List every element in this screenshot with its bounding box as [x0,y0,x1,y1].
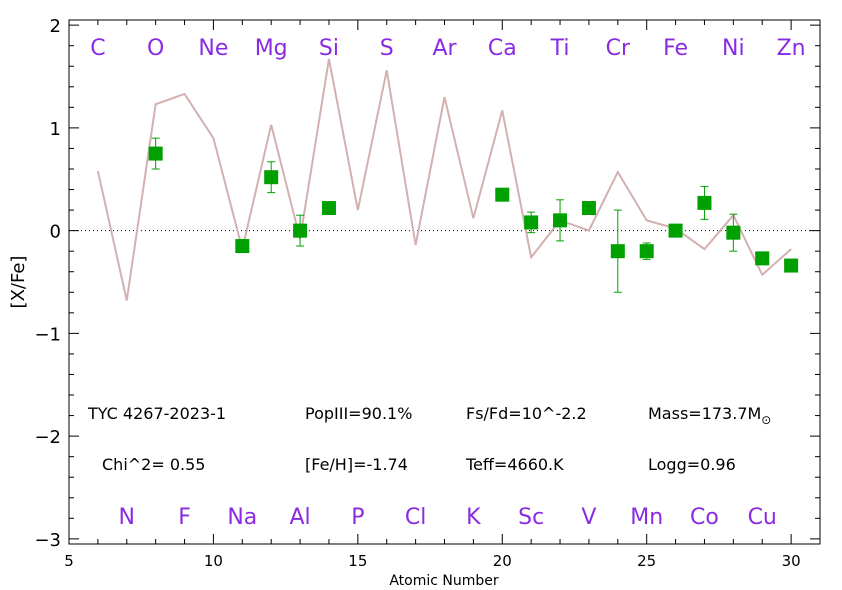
element-label-top: Ti [550,36,570,61]
element-label-top: O [147,36,164,61]
x-tick-label: 10 [204,552,223,570]
element-label-top: Zn [777,36,806,61]
x-tick-label: 5 [64,552,74,570]
fs-fd-ratio: Fs/Fd=10^-2.2 [466,404,587,423]
data-point [610,244,625,259]
element-label-bottom: N [119,505,135,530]
popIII-fraction: PopIII=90.1% [305,404,412,423]
x-axis-label: Atomic Number [389,573,499,589]
mass-text: Mass=173.7M [648,404,761,423]
data-point [235,239,250,254]
x-tick-label: 25 [637,552,656,570]
element-label-bottom: P [351,505,364,530]
element-label-top: Ni [722,36,745,61]
data-point [755,251,770,266]
logg-value: Logg=0.96 [648,455,736,474]
element-label-top: S [380,36,394,61]
feh-value: [Fe/H]=-1.74 [305,455,408,474]
x-tick-label: 20 [493,552,512,570]
y-tick-label: −3 [34,530,61,551]
model-line [96,58,792,301]
element-label-top: Ca [488,36,517,61]
data-point [264,170,279,185]
element-label-top: Si [319,36,339,61]
element-label-bottom: K [466,505,481,530]
element-label-bottom: Na [227,505,257,530]
y-axis-label: [X/Fe] [8,256,29,309]
data-point [668,223,683,238]
y-tick-label: 1 [50,119,61,140]
teff-value: Teff=4660.K [465,455,564,474]
data-point [639,244,654,259]
bottom-element-labels: N F Na Al P Cl K Sc V Mn Co Cu [119,505,777,530]
data-point [495,187,510,202]
element-label-bottom: Co [690,505,719,530]
data-point [553,213,568,228]
x-tick-label: 30 [782,552,801,570]
data-point [697,195,712,210]
element-label-bottom: Cl [405,505,426,530]
element-label-bottom: Sc [518,505,544,530]
element-label-top: Fe [663,36,688,61]
mass-value: Mass=173.7M⊙ [648,404,771,427]
star-name: TYC 4267-2023-1 [87,404,226,423]
data-point [784,258,799,273]
observed-points [148,137,799,293]
y-tick-label: 2 [50,16,61,37]
element-label-top: C [90,36,105,61]
data-point [581,201,596,216]
data-point [148,146,163,161]
element-label-bottom: Cu [748,505,777,530]
y-tick-label: −2 [34,427,61,448]
data-point [321,201,336,216]
element-label-bottom: Mn [630,505,663,530]
data-point [293,223,308,238]
element-label-top: Ne [198,36,228,61]
element-label-bottom: Al [289,505,310,530]
element-label-top: Mg [255,36,288,61]
element-label-top: Cr [606,36,631,61]
element-label-bottom: F [178,505,191,530]
chi2-value: Chi^2= 0.55 [102,455,205,474]
sun-symbol-icon: ⊙ [761,413,771,427]
x-tick-label: 15 [348,552,367,570]
model-polyline [96,58,792,301]
y-tick-label: −1 [34,324,61,345]
data-point [524,215,539,230]
axis-ticks: 5 10 15 20 25 30 −3 −2 −1 0 1 2 [34,16,821,570]
data-point [726,225,741,240]
y-tick-label: 0 [50,222,61,243]
element-label-top: Ar [432,36,457,61]
top-element-labels: C O Ne Mg Si S Ar Ca Ti Cr Fe Ni Zn [90,36,805,61]
element-label-bottom: V [581,505,596,530]
